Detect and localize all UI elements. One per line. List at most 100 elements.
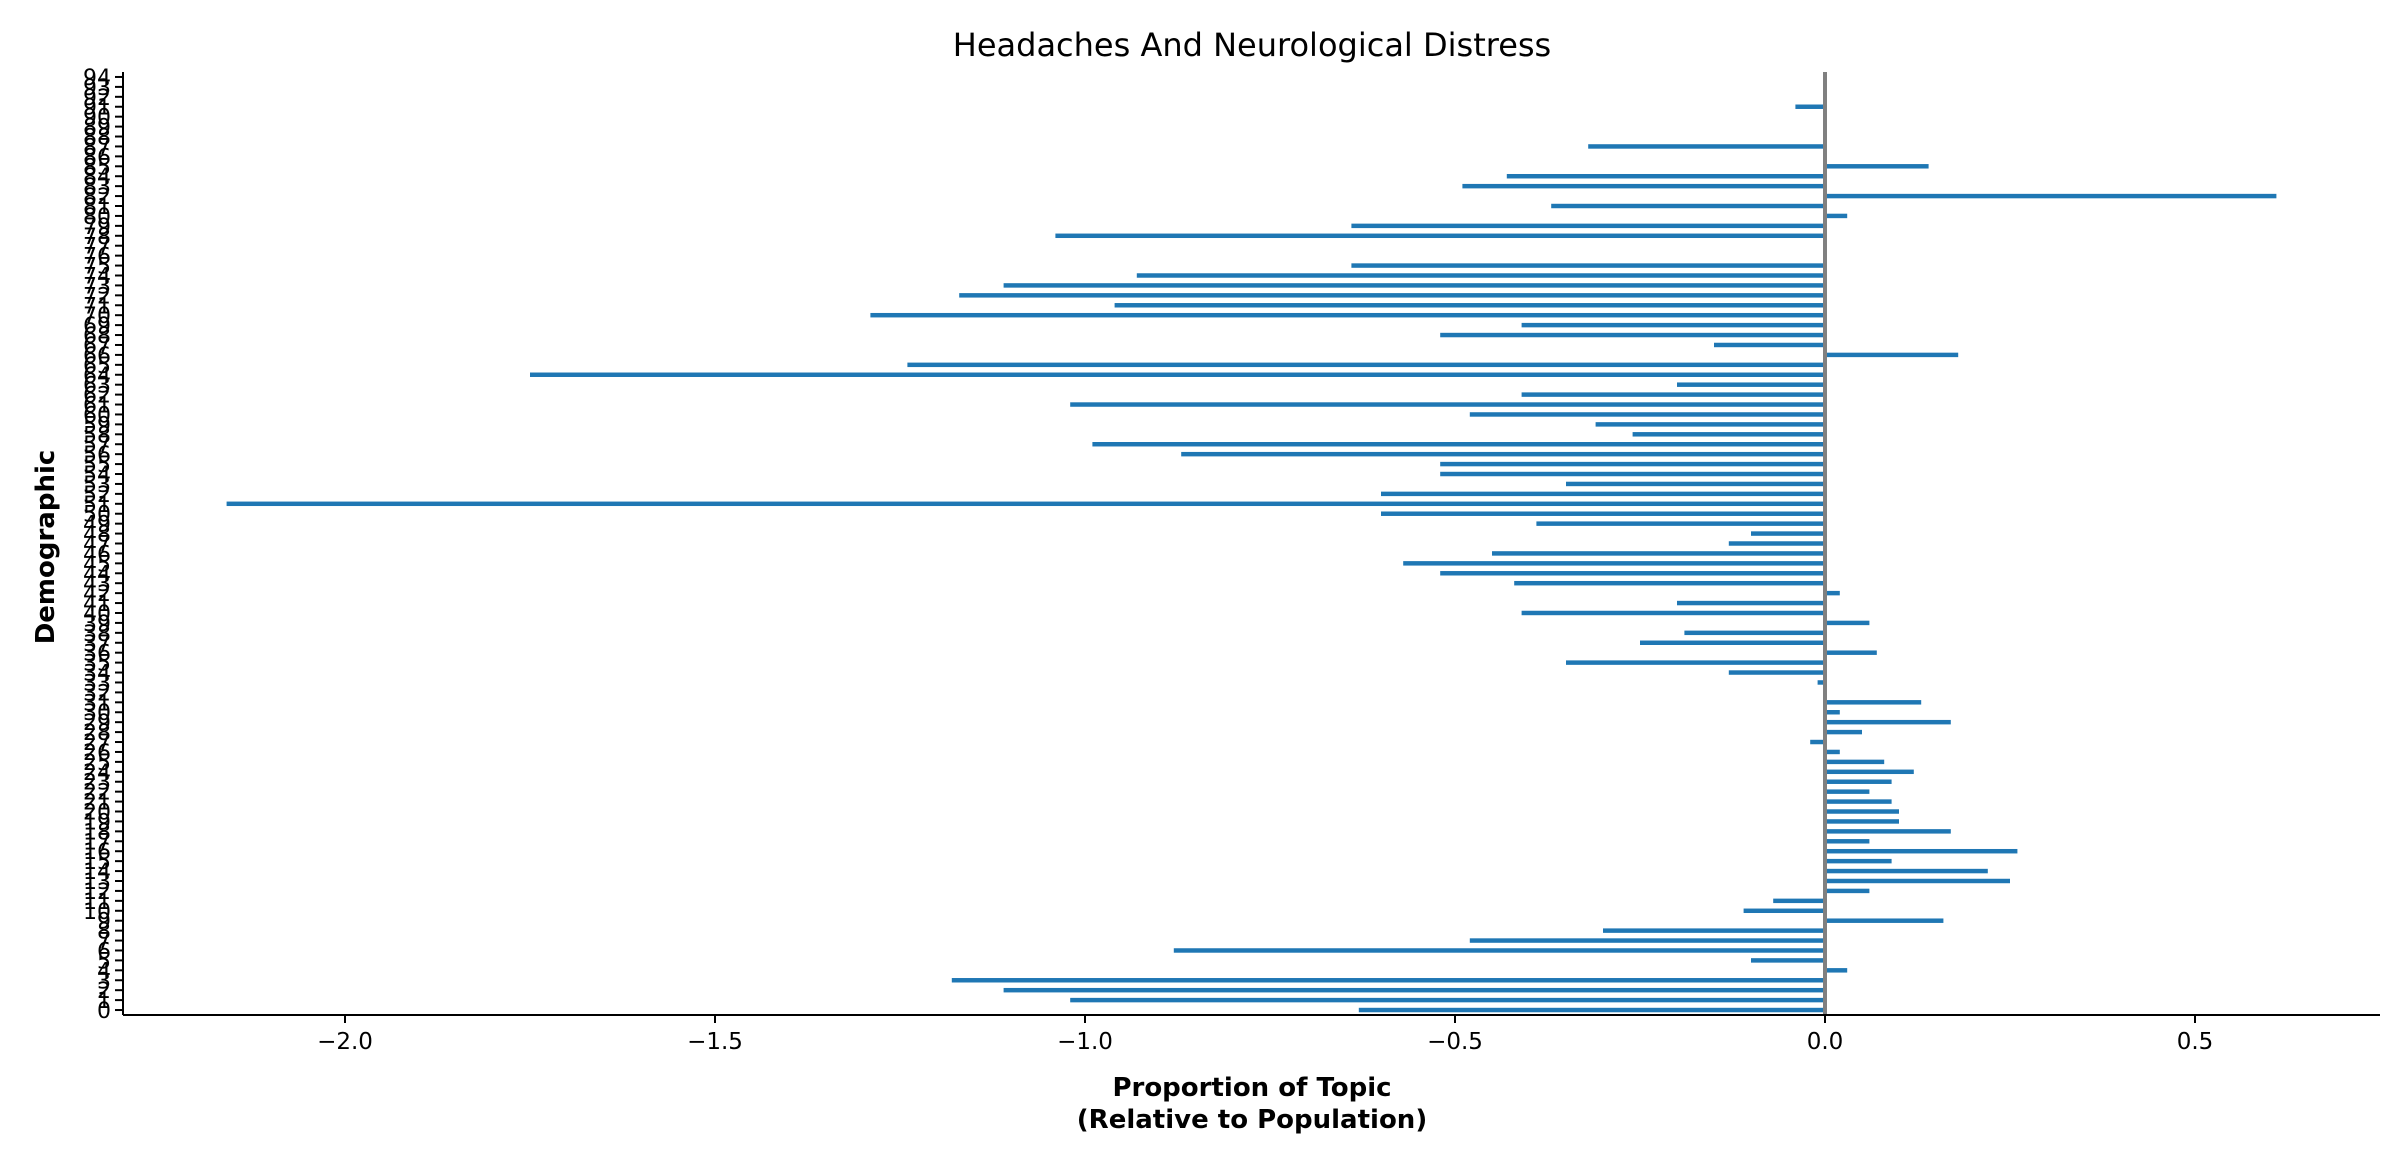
y-tick-label: 14 (83, 860, 111, 885)
bar-7 (1469, 938, 1825, 943)
y-tick-label: 26 (83, 741, 111, 766)
bar-50 (1381, 511, 1825, 516)
y-tick-label: 56 (83, 443, 111, 468)
bar-81 (1551, 203, 1825, 209)
y-tick-label: 55 (83, 453, 111, 478)
y-tick-label: 54 (83, 463, 111, 488)
bar-46 (1492, 551, 1825, 556)
y-tick-label: 80 (83, 205, 111, 230)
y-tick-label: 40 (83, 602, 111, 627)
y-tick-label: 71 (83, 294, 111, 319)
bar-18 (1825, 829, 1951, 834)
bar-67 (1714, 342, 1825, 348)
y-tick-label: 15 (83, 850, 111, 875)
y-tick-label: 90 (83, 106, 111, 131)
y-tick-label: 31 (83, 691, 111, 716)
bar-82 (1825, 193, 2277, 199)
bar-31 (1825, 700, 1922, 705)
y-tick-label: 5 (97, 949, 111, 974)
bar-60 (1469, 412, 1825, 417)
y-tick-label: 86 (83, 145, 111, 170)
bars-group (226, 104, 2277, 1013)
y-tick-label: 12 (83, 880, 111, 905)
x-axis-label-line-2: (Relative to Population) (1077, 1105, 1427, 1135)
y-tick-label: 75 (83, 255, 111, 280)
y-tick-label: 48 (83, 523, 111, 548)
y-tick-label: 79 (83, 215, 111, 240)
y-tick-label: 52 (83, 483, 111, 508)
y-axis-label: Demographic (31, 450, 61, 645)
bar-28 (1825, 729, 1862, 735)
bar-38 (1684, 630, 1825, 636)
bar-71 (1114, 303, 1825, 308)
y-tick-label: 76 (83, 245, 111, 270)
y-tick-label: 23 (83, 771, 111, 796)
bar-91 (1795, 104, 1825, 109)
y-tick-label: 29 (83, 711, 111, 736)
y-tick-label: 2 (97, 979, 111, 1004)
y-tick-label: 77 (83, 235, 111, 260)
bar-57 (1092, 442, 1825, 447)
bar-21 (1825, 799, 1892, 804)
y-tick-label: 35 (83, 652, 111, 677)
x-axis-label-line-1: Proportion of Topic (1112, 1073, 1391, 1103)
bar-43 (1514, 580, 1825, 586)
y-tick-label: 36 (83, 642, 111, 667)
y-tick-label: 60 (83, 403, 111, 428)
y-tick-label: 87 (83, 135, 111, 160)
y-tick-label: 0 (97, 999, 111, 1024)
y-tick-label: 68 (83, 324, 111, 349)
chart-title: Headaches And Neurological Distress (953, 26, 1551, 64)
bar-16 (1825, 848, 2018, 854)
y-tick-label: 59 (83, 413, 111, 438)
bar-79 (1351, 223, 1825, 229)
y-tick-label: 34 (83, 662, 111, 687)
x-tick-label: 0.0 (1807, 1029, 1844, 1055)
bar-27 (1810, 739, 1825, 745)
y-tick-label: 16 (83, 840, 111, 865)
y-tick-label: 64 (83, 364, 111, 389)
bar-19 (1825, 819, 1899, 824)
bar-62 (1521, 392, 1825, 397)
y-ticks-group: 0123456789101112131415161718192021222324… (83, 66, 123, 1024)
bar-3 (951, 978, 1825, 983)
bar-10 (1743, 908, 1825, 914)
bar-61 (1070, 402, 1825, 407)
bar-29 (1825, 719, 1951, 725)
y-tick-label: 82 (83, 185, 111, 210)
bar-44 (1440, 571, 1825, 576)
y-tick-label: 11 (83, 890, 111, 915)
y-tick-label: 38 (83, 622, 111, 647)
y-tick-label: 25 (83, 751, 111, 776)
bar-68 (1440, 332, 1825, 338)
y-tick-label: 32 (83, 681, 111, 706)
bar-80 (1825, 213, 1848, 219)
y-tick-label: 43 (83, 572, 111, 597)
x-tick-label: 0.5 (2177, 1029, 2214, 1055)
bar-15 (1825, 858, 1892, 864)
y-tick-label: 74 (83, 264, 111, 289)
bar-55 (1440, 461, 1825, 467)
bar-35 (1566, 660, 1825, 665)
y-tick-label: 37 (83, 632, 111, 657)
bar-12 (1825, 888, 1870, 894)
bar-58 (1632, 432, 1825, 437)
y-tick-label: 73 (83, 274, 111, 299)
bar-45 (1403, 561, 1825, 566)
bar-47 (1728, 541, 1825, 546)
y-tick-label: 85 (83, 155, 111, 180)
bar-13 (1825, 878, 2010, 884)
bar-52 (1381, 491, 1825, 497)
y-tick-label: 49 (83, 513, 111, 538)
y-tick-label: 94 (83, 66, 111, 91)
bar-42 (1825, 590, 1840, 596)
bar-73 (1003, 283, 1825, 288)
bar-11 (1773, 898, 1825, 904)
y-tick-label: 46 (83, 542, 111, 567)
bar-34 (1728, 670, 1825, 675)
x-ticks-group: −2.0 −1.5 −1.0 −0.5 0.0 0.5 (317, 1015, 2213, 1055)
bar-69 (1521, 322, 1825, 328)
y-tick-label: 61 (83, 394, 111, 419)
bar-0 (1358, 1007, 1825, 1013)
bar-37 (1640, 640, 1825, 645)
